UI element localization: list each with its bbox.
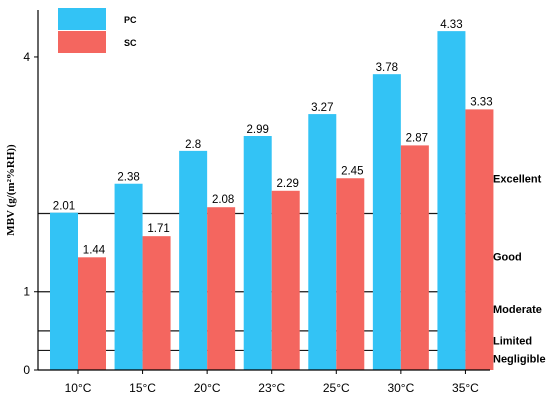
x-tick-label-4: 25°C [323, 381, 350, 395]
class-label-excellent: Excellent [493, 173, 542, 185]
x-tick-label-2: 20°C [194, 381, 221, 395]
data-label-pc-4: 3.27 [311, 102, 333, 114]
data-label-pc-5: 3.78 [376, 62, 398, 74]
bar-pc-5 [372, 74, 401, 370]
data-label-sc-1: 1.71 [147, 223, 169, 235]
legend-label-sc: SC [124, 38, 137, 48]
bar-pc-1 [114, 183, 143, 370]
bar-pc-0 [50, 212, 78, 370]
data-label-pc-2: 2.8 [185, 139, 201, 151]
bar-sc-3 [271, 190, 300, 370]
data-label-pc-3: 2.99 [247, 124, 269, 136]
bar-pc-4 [308, 114, 337, 370]
y-axis-title: MBV (g/(m²%RH)) [5, 144, 17, 236]
x-tick-label-0: 10°C [65, 381, 92, 395]
x-tick-label-3: 23°C [258, 381, 285, 395]
class-label-moderate: Moderate [493, 304, 542, 316]
data-label-pc-6: 4.33 [440, 19, 462, 31]
bar-sc-1 [142, 236, 171, 370]
y-tick-label-1: 1 [23, 285, 30, 299]
y-tick-label-0: 0 [23, 363, 30, 377]
legend-swatch-sc [58, 31, 106, 53]
data-label-sc-5: 2.87 [406, 132, 428, 144]
legend-swatch-pc [58, 8, 106, 30]
class-label-limited: Limited [493, 335, 532, 347]
bar-sc-0 [78, 257, 106, 370]
data-label-sc-2: 2.08 [212, 194, 234, 206]
bar-pc-2 [179, 150, 208, 370]
x-tick-label-5: 30°C [387, 381, 414, 395]
x-tick-label-1: 15°C [129, 381, 156, 395]
data-label-pc-0: 2.01 [53, 201, 75, 213]
class-label-negligible: Negligible [493, 353, 546, 365]
bar-pc-3 [243, 136, 272, 370]
data-label-sc-4: 2.45 [341, 165, 363, 177]
data-label-pc-1: 2.38 [117, 172, 139, 184]
bar-pc-6 [437, 31, 466, 371]
legend-label-pc: PC [124, 15, 137, 25]
bar-sc-5 [400, 145, 429, 370]
data-label-sc-6: 3.33 [470, 96, 492, 108]
data-label-sc-3: 2.29 [277, 178, 299, 190]
x-tick-label-6: 35°C [452, 381, 479, 395]
class-label-good: Good [493, 252, 522, 264]
data-label-sc-0: 1.44 [83, 244, 106, 256]
bar-sc-6 [465, 109, 494, 371]
bar-sc-2 [207, 207, 236, 370]
y-tick-label-2: 4 [23, 50, 30, 64]
bar-sc-4 [336, 178, 365, 370]
